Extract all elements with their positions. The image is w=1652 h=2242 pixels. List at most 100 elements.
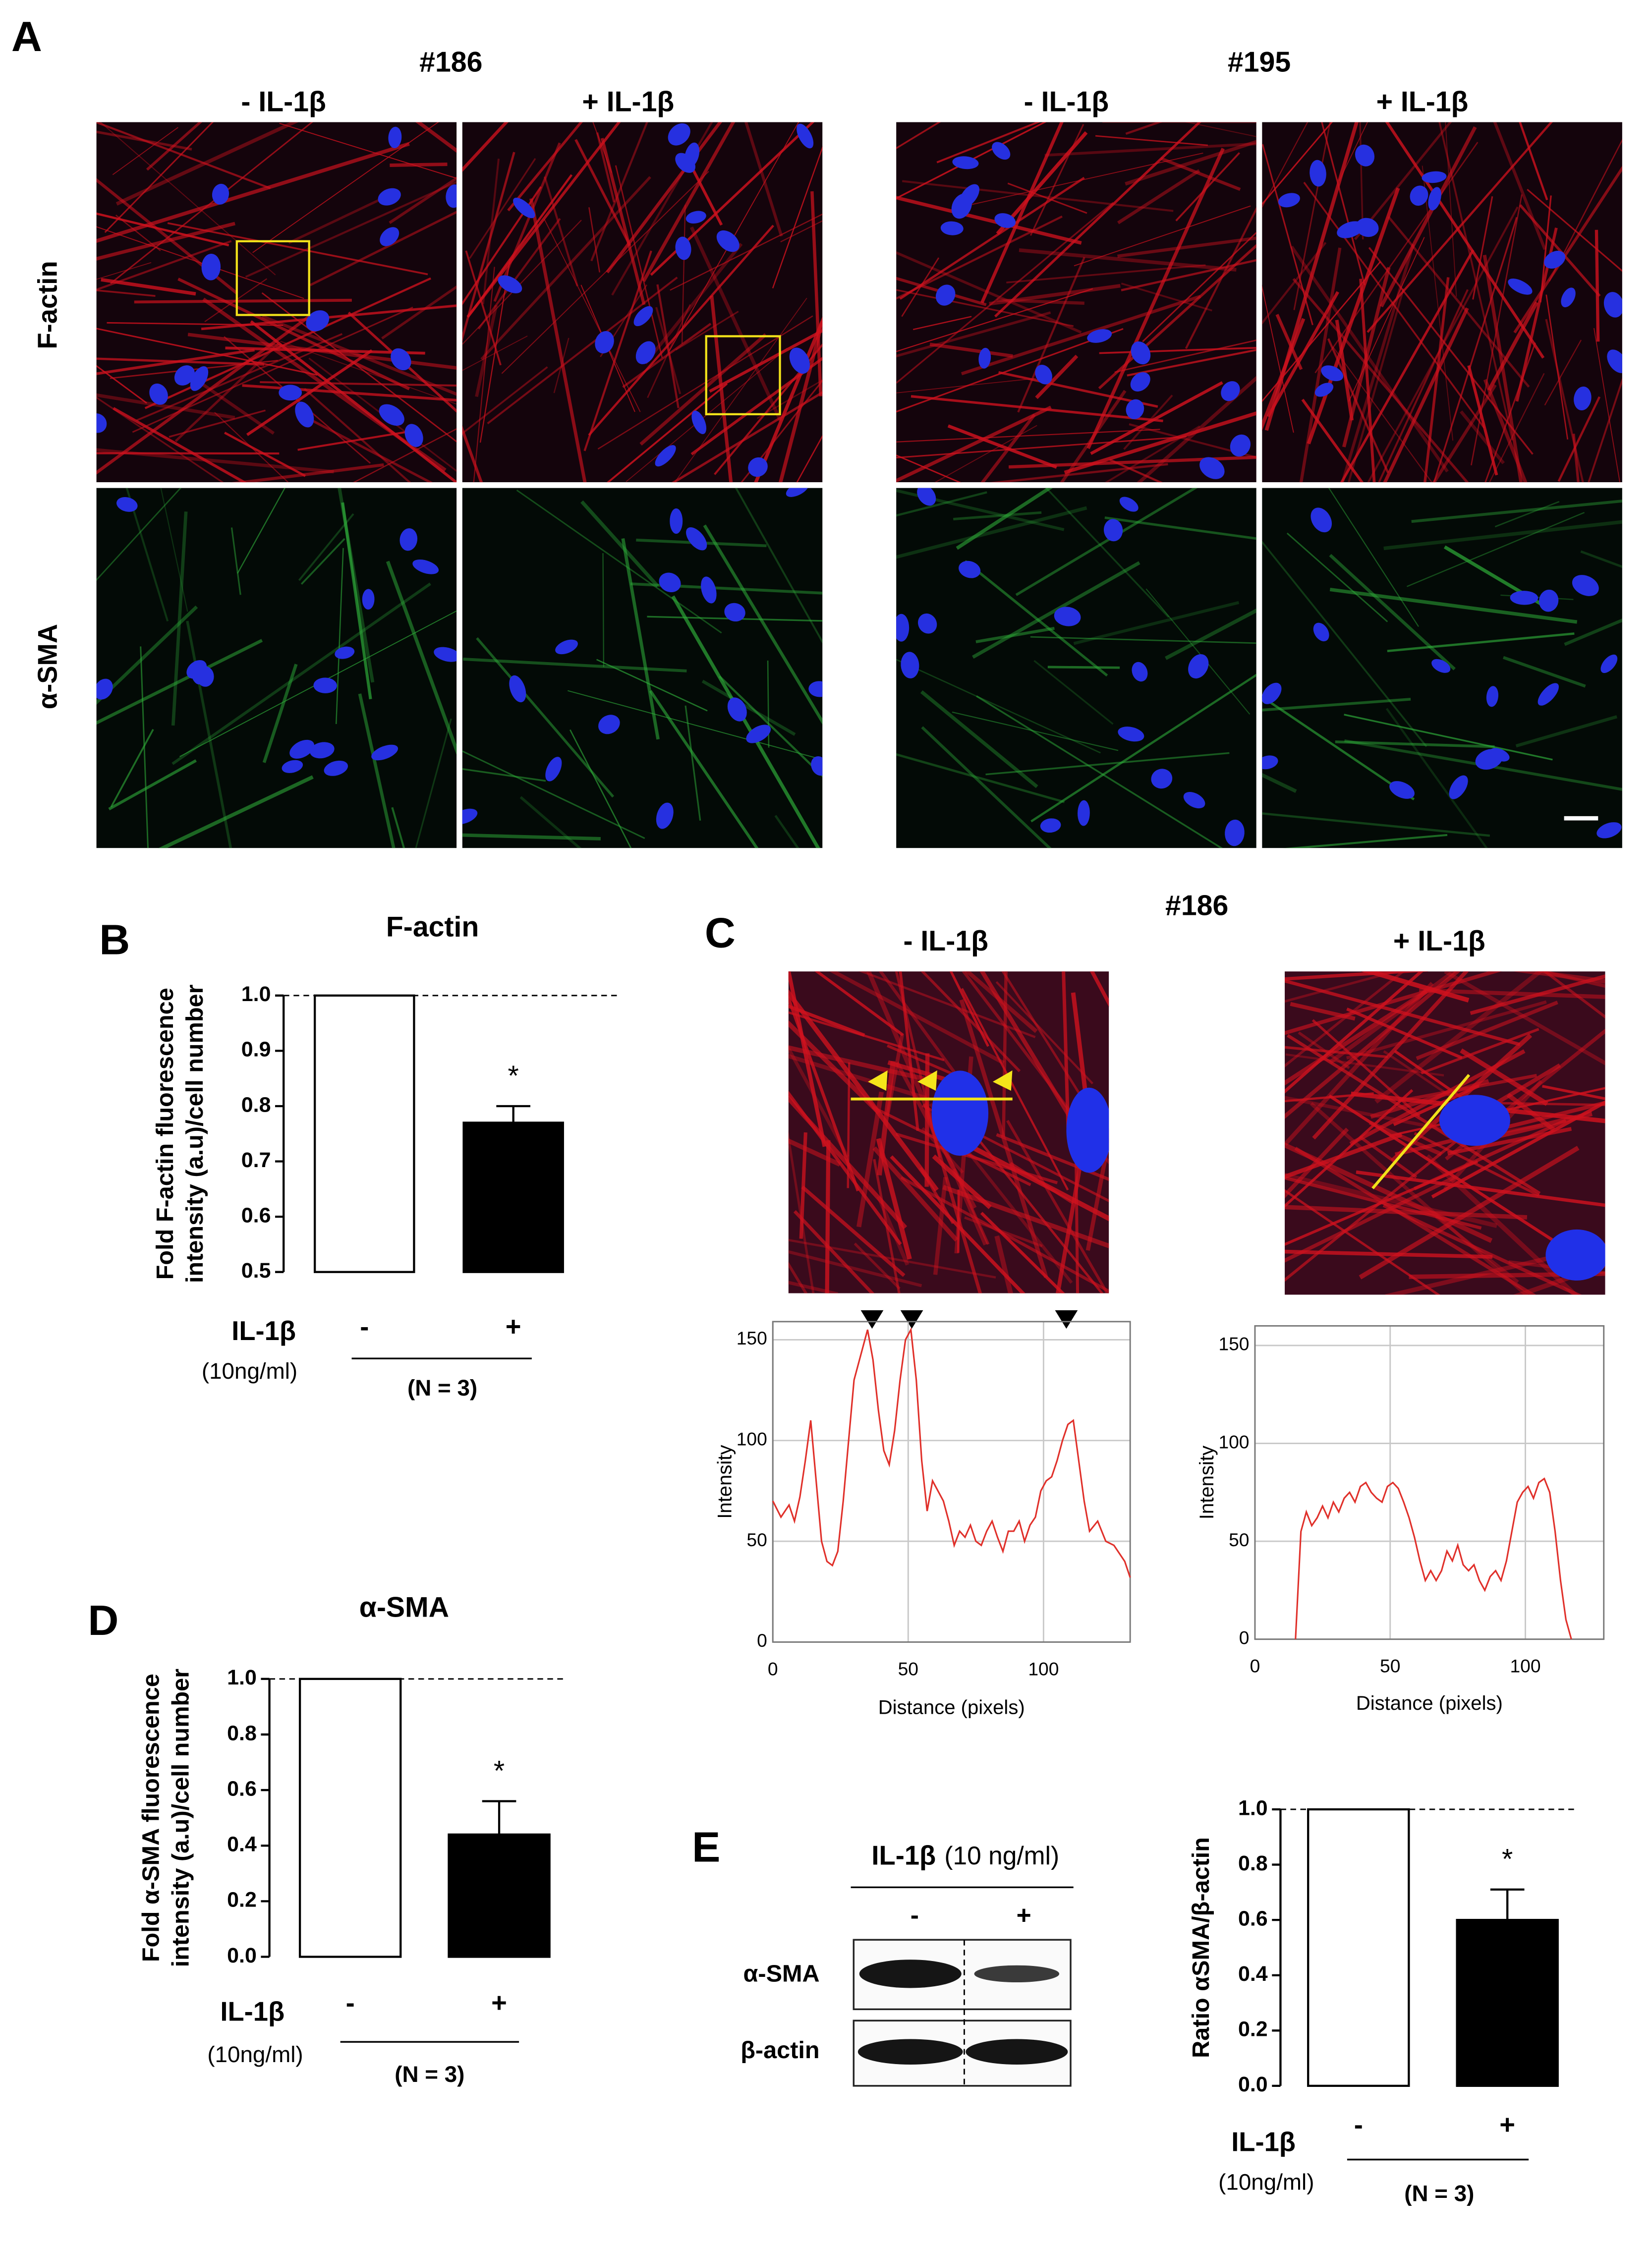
fiber <box>682 205 686 344</box>
fiber <box>671 391 823 483</box>
fiber <box>1298 1031 1350 1069</box>
fiber <box>932 1154 992 1209</box>
significance: * <box>1502 1844 1513 1875</box>
fiber <box>1286 532 1388 622</box>
fiber <box>1019 248 1237 272</box>
fiber <box>985 752 1230 776</box>
nucleus <box>1538 589 1559 612</box>
fiber <box>621 538 660 740</box>
fiber <box>896 251 1082 334</box>
fiber <box>788 1138 841 1167</box>
nucleus <box>668 123 690 146</box>
fiber <box>899 176 1085 300</box>
fiber <box>644 243 743 364</box>
nucleus <box>686 527 707 551</box>
nucleus <box>1489 748 1510 762</box>
fiber <box>1382 1203 1582 1295</box>
fiber <box>902 180 1174 212</box>
fiber <box>1335 320 1354 421</box>
nucleus <box>335 646 355 659</box>
x-tick-label: 50 <box>1380 1656 1400 1677</box>
roi-box <box>705 335 781 415</box>
fiber <box>1262 812 1490 837</box>
fiber <box>230 463 384 483</box>
significance: * <box>508 1060 519 1092</box>
fiber <box>1007 182 1087 214</box>
fiber <box>96 122 271 189</box>
fiber <box>1074 205 1251 267</box>
fiber <box>801 1185 906 1277</box>
fiber <box>630 582 823 595</box>
nucleus <box>434 647 457 662</box>
nucleus <box>935 284 956 306</box>
nucleus <box>746 725 771 743</box>
fiber <box>280 340 457 405</box>
fiber <box>1459 410 1505 464</box>
fiber <box>1285 971 1424 1094</box>
fiber <box>876 1138 912 1260</box>
nucleus <box>1066 1087 1109 1173</box>
nucleus <box>1439 1095 1510 1146</box>
x-tick-label: 100 <box>1510 1656 1540 1677</box>
panel-letter: E <box>692 1824 720 1871</box>
y-tick-label: 0.7 <box>241 1148 271 1172</box>
fiber <box>303 388 411 483</box>
nucleus <box>1314 383 1334 397</box>
y-tick-label: 1.0 <box>227 1666 257 1689</box>
fiber <box>1301 398 1364 483</box>
error-bar <box>1490 1888 1525 1920</box>
error-bar <box>496 1105 530 1123</box>
fiber <box>1129 423 1256 459</box>
fiber <box>262 664 298 763</box>
fiber <box>462 336 528 371</box>
bar <box>1307 1808 1410 2087</box>
fiber <box>1359 1135 1418 1178</box>
fiber <box>1494 501 1560 528</box>
fiber <box>110 729 154 808</box>
nucleus <box>388 126 402 149</box>
fiber <box>788 1261 808 1293</box>
blot-treatment: IL-1β <box>871 1841 936 1871</box>
fiber <box>96 142 410 243</box>
nucleus <box>1119 497 1139 512</box>
nucleus <box>1035 364 1052 385</box>
x-tick-label: 100 <box>1028 1658 1059 1679</box>
fiber <box>96 226 304 299</box>
nucleus <box>1078 800 1090 826</box>
fiber <box>297 429 420 451</box>
fiber <box>1262 318 1306 431</box>
fiber <box>96 289 156 297</box>
y-tick-label: 0.4 <box>227 1833 257 1856</box>
fiber <box>980 413 1036 483</box>
fiber <box>1285 1053 1444 1077</box>
fiber <box>101 278 196 296</box>
fiber <box>896 753 1065 803</box>
panel-letter: D <box>88 1597 118 1644</box>
fiber <box>896 277 987 306</box>
fiber <box>920 971 1021 1072</box>
fiber <box>588 207 601 273</box>
nucleus <box>412 559 439 574</box>
fiber <box>772 146 823 288</box>
condition-label: + IL-1β <box>582 86 674 117</box>
nucleus <box>951 193 972 219</box>
bar <box>462 1121 564 1273</box>
y-tick-label: 0.0 <box>1238 2073 1268 2096</box>
fiber <box>793 1210 875 1293</box>
y-tick-label: 0.8 <box>241 1093 271 1117</box>
nucleus <box>1607 349 1622 373</box>
fiber <box>171 511 188 726</box>
nucleus <box>1337 221 1364 238</box>
arrowhead <box>868 1070 888 1091</box>
fiber <box>134 298 352 304</box>
y-tick-label: 0.5 <box>241 1259 271 1283</box>
fiber <box>1145 588 1251 715</box>
nucleus <box>1040 818 1061 833</box>
nucleus <box>1132 662 1148 682</box>
fiber <box>96 262 152 280</box>
fiber <box>949 1133 1109 1222</box>
fiber <box>1544 339 1582 406</box>
fiber <box>288 192 394 244</box>
nucleus <box>789 347 810 374</box>
